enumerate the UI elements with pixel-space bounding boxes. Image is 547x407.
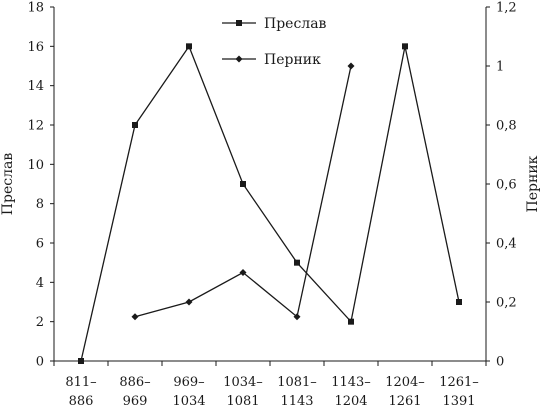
x-tick-label: 1391 [442,394,475,407]
series-layer [78,43,462,364]
data-point-pernik [185,298,193,306]
x-tick-label: 1034 [172,394,205,407]
x-tick-label: 969– [173,375,204,390]
right-tick-label: 0,6 [496,178,517,193]
x-tick-label: 1204– [385,375,425,390]
right-axis-ticks: 0 0,2 0,4 0,6 0,8 1 1,2 [486,1,517,370]
legend: Преслав Перник [222,16,327,68]
right-axis-title: Перник [525,155,541,212]
x-tick-label: 1143– [331,375,371,390]
left-tick-label: 0 [36,355,44,370]
x-tick-label: 969 [123,394,148,407]
data-point-preslav [78,358,84,364]
x-tick-label: 1261 [388,394,421,407]
x-tick-label: 1261– [439,375,479,390]
legend-item-preslav: Преслав [222,16,327,32]
right-tick-label: 0,8 [496,119,517,134]
right-tick-label: 0,2 [496,296,517,311]
left-tick-label: 10 [27,158,44,173]
data-point-preslav [294,259,300,266]
left-tick-label: 2 [36,315,44,330]
x-tick-label: 1204 [334,394,367,407]
x-tick-label: 811– [65,375,96,390]
data-point-preslav [240,181,246,187]
left-axis-title: Преслав [0,153,16,216]
legend-swatch-pernik-marker [235,55,243,63]
right-tick-label: 0 [496,355,504,370]
x-axis-ticks: 811– 886 886– 969 969– 1034 1034– 1081 1081– 1143… [53,361,487,407]
data-point-preslav [402,43,408,50]
data-point-pernik [347,62,355,70]
right-tick-label: 0,4 [496,237,517,252]
data-point-pernik [293,313,301,321]
x-tick-label: 886– [119,375,150,390]
data-point-preslav [456,299,462,305]
data-point-preslav [348,318,354,325]
left-tick-label: 18 [27,1,44,16]
legend-label-preslav: Преслав [264,16,327,32]
left-tick-label: 14 [27,79,44,94]
x-tick-label: 1143 [280,394,313,407]
left-tick-label: 8 [36,197,44,212]
x-tick-label: 1081– [277,375,317,390]
legend-swatch-preslav-marker [236,20,242,26]
left-tick-label: 6 [36,237,44,252]
x-tick-label: 1081 [226,394,259,407]
left-tick-label: 16 [27,40,44,55]
x-tick-label: 1034– [223,375,263,390]
data-point-preslav [186,43,192,50]
left-tick-label: 12 [27,119,44,134]
data-point-pernik [131,313,139,321]
legend-label-pernik: Перник [264,52,321,68]
left-tick-label: 4 [36,276,44,291]
legend-item-pernik: Перник [222,52,321,68]
x-tick-label: 886 [69,394,94,407]
series-line-preslav [80,44,460,362]
right-tick-label: 1 [496,60,504,75]
data-point-preslav [132,122,138,128]
data-point-pernik [239,269,247,276]
left-axis-ticks: 0 2 4 6 8 10 12 14 16 18 [27,1,54,370]
series-line-pernik [134,65,352,318]
right-tick-label: 1,2 [496,1,517,16]
